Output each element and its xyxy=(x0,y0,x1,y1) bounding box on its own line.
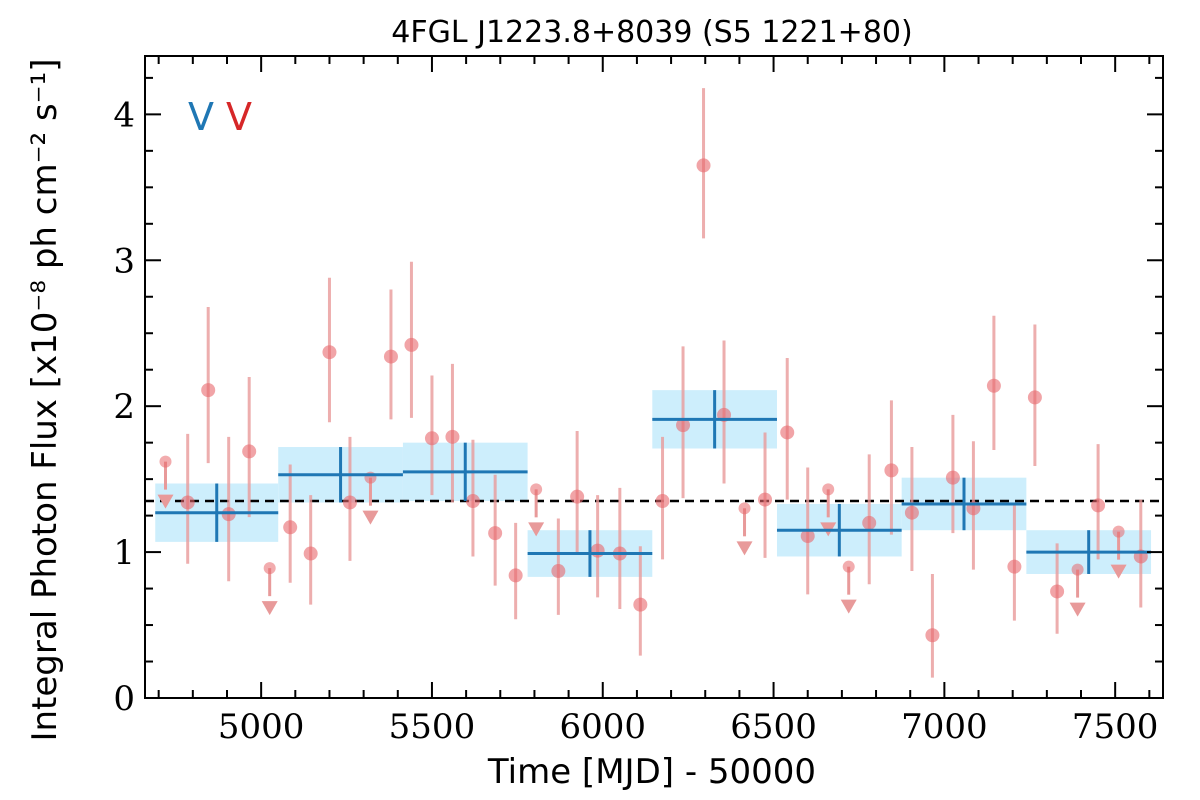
data-point xyxy=(465,494,480,509)
x-axis-label: Time [MJD] - 50000 xyxy=(487,752,816,792)
data-point xyxy=(508,568,523,583)
data-point xyxy=(676,418,691,433)
plot-area: 5000 5500 6000 6500 7000 7500 0 1 2 3 4 V V xyxy=(113,55,1164,747)
upper-limit-arrow xyxy=(362,510,379,525)
upper-limit-arrow xyxy=(157,494,174,509)
data-point xyxy=(322,345,337,360)
data-point xyxy=(945,470,960,485)
data-point xyxy=(488,526,503,541)
data-point xyxy=(570,489,585,504)
data-point xyxy=(404,337,419,352)
upper-limit-arrow xyxy=(1069,602,1086,617)
data-point xyxy=(551,564,566,579)
data-point xyxy=(445,429,460,444)
x-tick-label: 7500 xyxy=(1072,707,1159,747)
data-point xyxy=(1027,390,1042,405)
data-point xyxy=(303,546,318,561)
upper-limit-marker xyxy=(263,562,276,575)
data-point xyxy=(283,520,298,535)
data-point xyxy=(904,505,919,520)
upper-limit-marker xyxy=(159,455,172,468)
data-point xyxy=(1050,584,1065,599)
x-tick-label: 5500 xyxy=(389,707,476,747)
data-point xyxy=(986,378,1001,393)
y-tick-label: 2 xyxy=(113,387,135,427)
x-tick-label: 7000 xyxy=(901,707,988,747)
data-point xyxy=(242,444,257,459)
variability-flag: V xyxy=(226,95,252,139)
data-point xyxy=(696,158,711,173)
data-point xyxy=(201,383,216,398)
data-point xyxy=(342,495,357,510)
data-point xyxy=(590,543,605,558)
chart-title: 4FGL J1223.8+8039 (S5 1221+80) xyxy=(391,15,912,50)
data-point xyxy=(884,463,899,478)
data-point xyxy=(1007,559,1022,574)
upper-limit-marker xyxy=(822,483,835,496)
y-axis-label: Integral Photon Flux [x10⁻⁸ ph cm⁻² s⁻¹] xyxy=(25,58,65,741)
data-point xyxy=(633,597,648,612)
x-tick-label: 6500 xyxy=(730,707,817,747)
y-tick-label: 4 xyxy=(113,95,135,135)
y-tick-label: 0 xyxy=(113,679,135,719)
data-point xyxy=(180,495,195,510)
upper-limit-marker xyxy=(738,502,751,515)
upper-limit-arrow xyxy=(1110,564,1127,579)
data-point xyxy=(780,425,795,440)
upper-limit-arrow xyxy=(528,522,545,537)
plot-frame xyxy=(144,55,1164,699)
x-tick-label: 6000 xyxy=(559,707,646,747)
upper-limit-marker xyxy=(530,483,543,496)
upper-limit-marker xyxy=(1112,525,1125,538)
upper-limit-arrow xyxy=(840,599,857,614)
data-point xyxy=(800,529,815,544)
variability-flag: V xyxy=(188,95,214,139)
x-tick-label: 5000 xyxy=(218,707,305,747)
data-point xyxy=(862,515,877,530)
y-tick-label: 3 xyxy=(113,241,135,281)
data-point xyxy=(655,494,670,509)
upper-limit-arrow xyxy=(261,601,278,616)
data-point xyxy=(424,431,439,446)
upper-limit-marker xyxy=(842,560,855,573)
data-point xyxy=(383,349,398,364)
y-tick-label: 1 xyxy=(113,533,135,573)
data-point xyxy=(1091,498,1106,513)
data-point xyxy=(758,492,773,507)
upper-limit-marker xyxy=(1071,563,1084,576)
upper-limit-arrow xyxy=(736,541,753,556)
data-point xyxy=(925,628,940,643)
